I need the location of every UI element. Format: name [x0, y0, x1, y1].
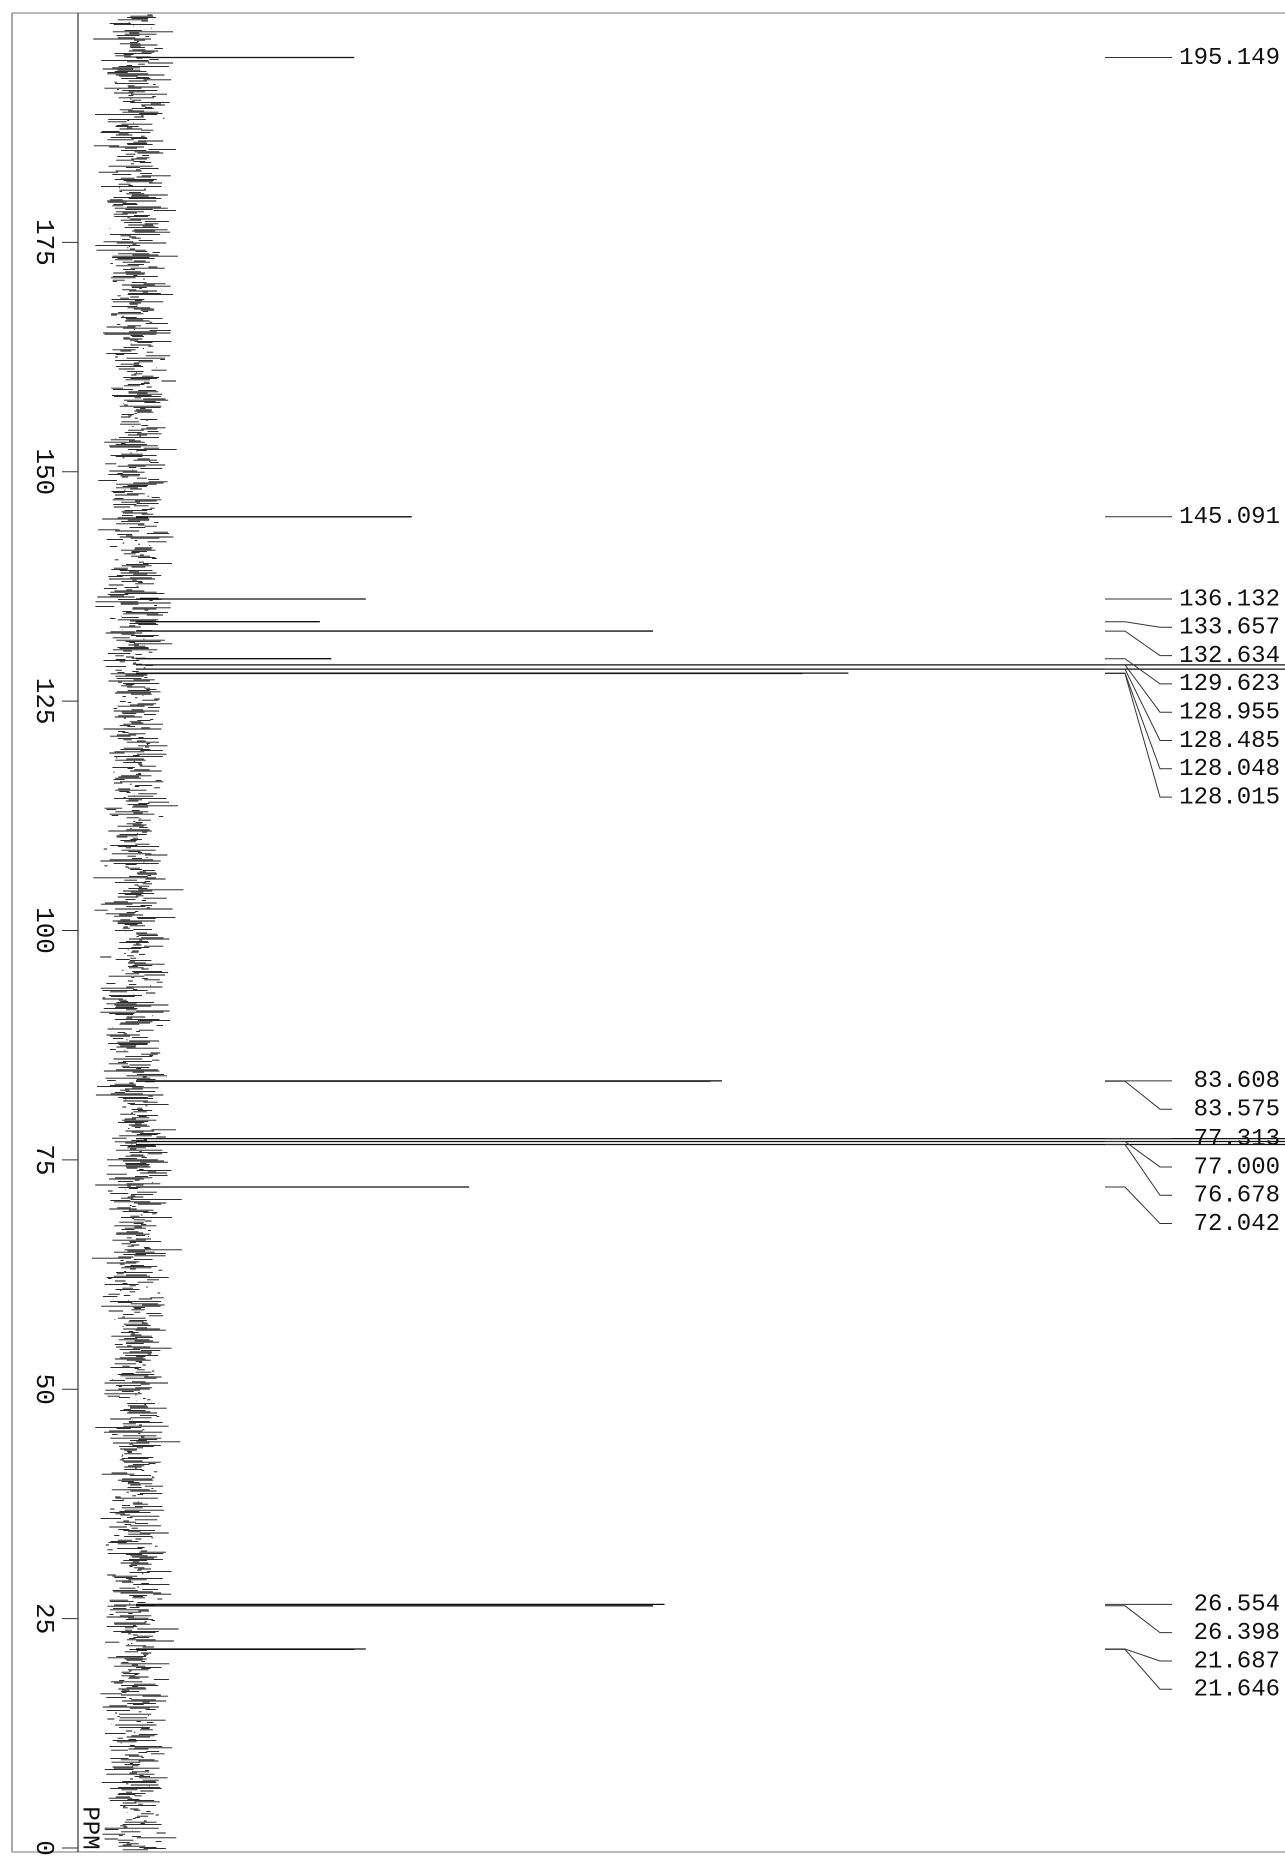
- peak-label: 26.554: [1194, 1592, 1280, 1619]
- leader-line: [1105, 1186, 1172, 1225]
- peak-label: 76.678: [1194, 1183, 1280, 1210]
- leader-line: [1105, 672, 1172, 798]
- leader-line: [1105, 1648, 1172, 1662]
- x-tick-label: 100: [29, 907, 59, 954]
- x-tick-label: 175: [29, 219, 59, 266]
- peak-label: 145.091: [1179, 504, 1280, 531]
- peak-label: 128.485: [1179, 728, 1280, 755]
- peak-label: 21.646: [1194, 1677, 1280, 1704]
- leader-line: [1105, 668, 1172, 741]
- noise: [92, 14, 184, 1851]
- peak-label: 133.657: [1179, 615, 1280, 642]
- peak-label: 129.623: [1179, 671, 1280, 698]
- peak-label: 128.048: [1179, 756, 1280, 783]
- x-tick-label: 25: [29, 1603, 59, 1634]
- peak-label: 83.575: [1194, 1097, 1280, 1124]
- peak-label: 195.149: [1179, 45, 1280, 72]
- noise-trace: [92, 14, 184, 1851]
- leader-line: [1105, 630, 1172, 657]
- peak-label: 83.608: [1194, 1068, 1280, 1095]
- leader-line: [1105, 621, 1172, 628]
- leader-line: [1105, 664, 1172, 713]
- peak-label: 26.398: [1194, 1620, 1280, 1647]
- peak-label: 21.687: [1194, 1648, 1280, 1675]
- peak-label: 77.000: [1194, 1154, 1280, 1181]
- peak-label: 72.042: [1194, 1211, 1280, 1238]
- x-tick-label: 75: [29, 1144, 59, 1175]
- leader-line: [1105, 1605, 1172, 1634]
- leader-line: [1105, 1648, 1172, 1690]
- leader-line: [1105, 1143, 1172, 1196]
- x-tick-label: 150: [29, 448, 59, 495]
- leader-line: [1105, 1141, 1172, 1168]
- peak-label: 128.955: [1179, 700, 1280, 727]
- peak-label: 77.313: [1194, 1126, 1280, 1153]
- peak-label: 128.015: [1179, 784, 1280, 811]
- x-tick-label: 125: [29, 678, 59, 725]
- leader-line: [1105, 1080, 1172, 1110]
- peak-label: 136.132: [1179, 586, 1280, 613]
- axis-label: PPM: [76, 1806, 103, 1849]
- x-tick-label: 0: [29, 1840, 59, 1856]
- peak-label: 132.634: [1179, 643, 1280, 670]
- x-tick-label: 50: [29, 1374, 59, 1405]
- leader-line: [1105, 658, 1172, 685]
